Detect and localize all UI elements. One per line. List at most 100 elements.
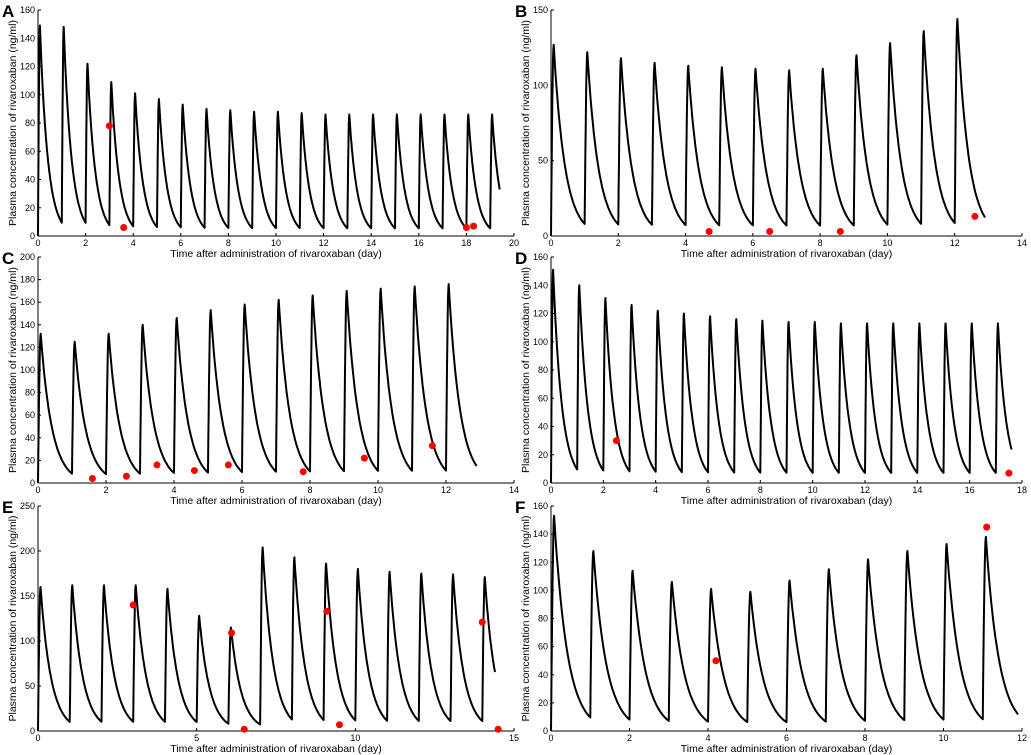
x-tick-label: 12 (950, 238, 960, 248)
panel-letter-d: D (515, 249, 527, 268)
observed-point (766, 227, 774, 235)
y-tick-label: 50 (25, 681, 35, 691)
y-tick-label: 120 (20, 342, 35, 352)
y-tick-label: 60 (538, 393, 548, 403)
y-tick-label: 120 (533, 557, 548, 567)
y-tick-label: 160 (20, 5, 35, 15)
x-tick-label: 8 (862, 733, 867, 743)
y-tick-label: 0 (543, 478, 548, 488)
y-tick-label: 40 (538, 422, 548, 432)
x-tick-label: 12 (1017, 733, 1027, 743)
observed-point (299, 468, 307, 476)
x-tick-label: 10 (808, 485, 818, 495)
y-tick-label: 0 (30, 478, 35, 488)
observed-point (88, 474, 96, 482)
y-axis-label-f: Plasma concentration of rivaroxaban (ng/… (520, 515, 532, 721)
observed-point (335, 721, 343, 729)
y-tick-label: 100 (20, 90, 35, 100)
x-tick-label: 5 (194, 733, 199, 743)
panel-letter-f: F (515, 498, 525, 517)
y-tick-label: 20 (25, 203, 35, 213)
x-tick-label: 6 (239, 485, 244, 495)
observed-point (612, 437, 620, 445)
y-tick-label: 80 (538, 365, 548, 375)
x-tick-label: 8 (226, 238, 231, 248)
observed-point (190, 467, 198, 475)
panel-c: C0 2 4 6 8 10 12 14020406080100120140160180200T… (2, 249, 519, 507)
x-tick-label: 2 (103, 485, 108, 495)
observed-point (122, 472, 130, 480)
y-tick-label: 0 (30, 726, 35, 736)
y-tick-label: 0 (543, 231, 548, 241)
simulation-line-e (37, 546, 496, 732)
simulation-line-f (550, 514, 1019, 732)
x-tick-label: 20 (509, 238, 519, 248)
y-tick-label: 150 (20, 591, 35, 601)
simulation-line-a (37, 24, 501, 237)
observed-point (360, 454, 368, 462)
simulation-line-c (37, 283, 478, 484)
x-tick-label: 10 (938, 733, 948, 743)
y-tick-label: 100 (20, 365, 35, 375)
panel-letter-e: E (2, 498, 13, 517)
x-axis-label-c: Time after administration of rivaroxaban… (170, 495, 381, 507)
x-tick-label: 6 (705, 485, 710, 495)
y-tick-label: 120 (533, 309, 548, 319)
observed-point (1005, 469, 1013, 477)
x-tick-label: 14 (912, 485, 922, 495)
y-tick-label: 60 (25, 146, 35, 156)
x-tick-label: 8 (758, 485, 763, 495)
panel-b: B 0 2 4 6 8 10 12 14 0 50 100 150 Time after administ… (515, 2, 1027, 260)
observed-point (462, 224, 470, 232)
y-tick-label: 100 (20, 636, 35, 646)
y-axis-label-c: Plasma concentration of rivaroxaban (ng/… (7, 267, 19, 473)
observed-point (323, 607, 331, 615)
panel-letter-a: A (2, 2, 14, 21)
observed-point (494, 725, 502, 733)
y-tick-label: 250 (20, 501, 35, 511)
y-tick-label: 100 (533, 80, 548, 90)
y-tick-label: 200 (20, 546, 35, 556)
observed-point (705, 227, 713, 235)
x-tick-label: 0 (548, 733, 553, 743)
x-tick-label: 6 (784, 733, 789, 743)
x-tick-label: 2 (627, 733, 632, 743)
x-tick-label: 10 (271, 238, 281, 248)
x-axis-label-f: Time after administration of rivaroxaban… (681, 743, 892, 755)
x-axis-label-b: Time after administration of rivaroxaban… (681, 248, 892, 260)
x-tick-label: 0 (35, 485, 40, 495)
y-tick-label: 80 (25, 118, 35, 128)
y-tick-label: 20 (25, 455, 35, 465)
x-tick-label: 18 (461, 238, 471, 248)
y-tick-label: 40 (25, 433, 35, 443)
observed-point (129, 601, 137, 609)
x-tick-label: 6 (178, 238, 183, 248)
y-tick-label: 160 (20, 297, 35, 307)
y-tick-label: 140 (20, 320, 35, 330)
x-tick-label: 10 (882, 238, 892, 248)
observed-point (120, 224, 128, 232)
x-tick-label: 0 (35, 733, 40, 743)
y-tick-label: 140 (533, 280, 548, 290)
y-tick-label: 180 (20, 275, 35, 285)
x-tick-label: 6 (750, 238, 755, 248)
y-tick-label: 120 (20, 62, 35, 72)
observed-point (153, 461, 161, 469)
y-axis-label-b: Plasma concentration of rivaroxaban (ng/… (520, 20, 532, 226)
x-tick-label: 2 (616, 238, 621, 248)
x-tick-label: 18 (1017, 485, 1027, 495)
y-tick-label: 100 (533, 337, 548, 347)
y-tick-label: 40 (25, 175, 35, 185)
x-tick-label: 4 (131, 238, 136, 248)
x-tick-label: 4 (171, 485, 176, 495)
y-tick-label: 100 (533, 585, 548, 595)
x-axis-label-a: Time after administration of rivaroxaban… (170, 248, 381, 260)
simulation-line-b (550, 18, 986, 237)
observed-point (470, 222, 478, 230)
x-tick-label: 8 (307, 485, 312, 495)
x-tick-label: 4 (653, 485, 658, 495)
observed-point (983, 523, 991, 531)
x-tick-label: 4 (683, 238, 688, 248)
